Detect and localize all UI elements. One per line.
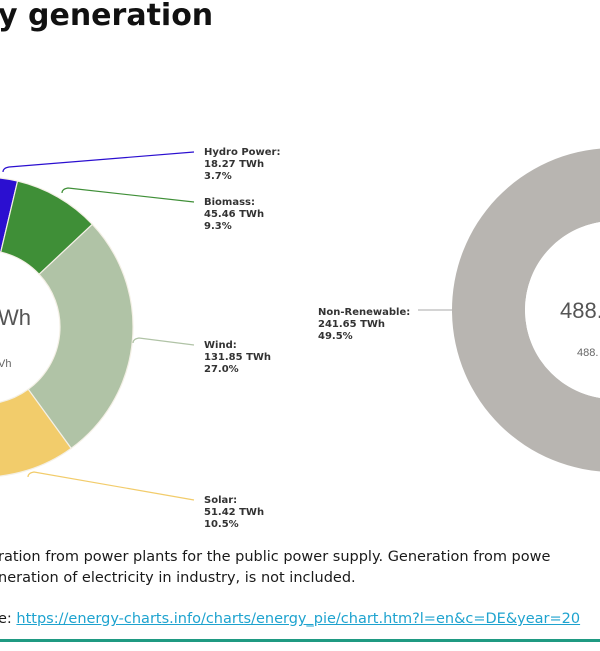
label-name: Non-Renewable: [318, 307, 410, 318]
renewable-donut-hole [0, 252, 59, 402]
renewable-center-total: Wh [0, 305, 31, 330]
source-line: e: https://energy-charts.info/charts/ene… [0, 611, 580, 627]
label-percent: 10.5% [204, 519, 239, 530]
label-name: Wind: [204, 340, 237, 351]
label-percent: 49.5% [318, 331, 353, 342]
label-percent: 3.7% [204, 171, 232, 182]
footer-divider [0, 639, 600, 642]
label-value: 45.46 TWh [204, 209, 264, 220]
leader-line-biomass [61, 187, 195, 203]
footnote-line-2: neration of electricity in industry, is … [0, 570, 356, 586]
label-percent: 9.3% [204, 221, 232, 232]
non-renewable-donut-hole [525, 222, 600, 398]
label-name: Solar: [204, 495, 237, 506]
leader-line-solar [27, 471, 195, 501]
renewable-center-subtotal: Vh [0, 358, 11, 370]
footnote: ration from power plants for the public … [0, 547, 550, 589]
slice-wind[interactable] [27, 223, 134, 450]
renewable-leader-lines [2, 151, 195, 501]
label-percent: 27.0% [204, 364, 239, 375]
renewable-donut-chart [0, 177, 134, 477]
slice-non-renewable[interactable] [452, 148, 600, 472]
non-renewable-center-subtotal: 488. [577, 347, 598, 359]
footnote-line-1: ration from power plants for the public … [0, 549, 551, 565]
label-value: 131.85 TWh [204, 352, 271, 363]
leader-line-wind [132, 337, 195, 346]
slice-solar[interactable] [0, 388, 73, 477]
non-renewable-donut-chart [452, 148, 600, 472]
page-title: y generation [0, 0, 214, 33]
source-prefix: e: [0, 611, 12, 627]
leader-line-hydro-power [2, 151, 195, 173]
label-value: 51.42 TWh [204, 507, 264, 518]
non-renewable-center-total: 488. [560, 298, 600, 323]
label-value: 18.27 TWh [204, 159, 264, 170]
source-link[interactable]: https://energy-charts.info/charts/energy… [16, 611, 581, 627]
label-value: 241.65 TWh [318, 319, 385, 330]
label-name: Biomass: [204, 197, 255, 208]
label-name: Hydro Power: [204, 147, 280, 158]
